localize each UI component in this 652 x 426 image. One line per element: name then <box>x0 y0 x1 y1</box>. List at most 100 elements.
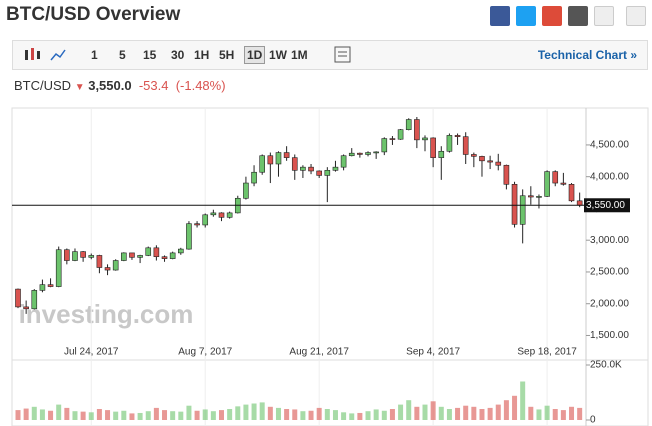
interval-button[interactable]: 1M <box>291 48 308 62</box>
candle-body <box>389 138 396 140</box>
candle-body <box>340 155 347 168</box>
google-plus-button[interactable] <box>542 6 562 26</box>
price: 3,550.0 <box>88 78 132 93</box>
volume-bar <box>227 409 233 420</box>
candle-body <box>405 119 412 130</box>
candle-body <box>373 151 379 154</box>
candle-body <box>308 166 314 172</box>
volume-bar <box>56 404 62 420</box>
volume-bar <box>512 395 518 420</box>
quote: BTC/USD ▼ 3,550.0 -53.4 (-1.48%) <box>14 78 226 93</box>
candle-body <box>39 284 46 291</box>
y-tick-label: 4,000.00 <box>590 171 629 182</box>
volume-bar <box>381 410 387 420</box>
candle-body <box>186 223 192 250</box>
volume-bar <box>48 410 54 420</box>
title: BTC/USD Overview <box>6 4 181 25</box>
candle-body <box>226 212 233 218</box>
candle-body <box>178 248 184 254</box>
candle-body <box>161 256 168 259</box>
volume-bar <box>275 407 281 420</box>
volume-bar <box>96 409 102 420</box>
y-tick-label: 1,500.00 <box>590 330 629 341</box>
mail-button[interactable] <box>594 6 614 26</box>
volume-bar <box>284 409 290 420</box>
volume-bar <box>487 407 493 420</box>
interval-button[interactable]: 30 <box>171 48 185 62</box>
volume-bar <box>365 411 371 420</box>
candle-body <box>129 252 135 258</box>
candle-body <box>218 212 225 218</box>
y-tick-label: 2,500.00 <box>590 267 629 278</box>
volume-bar <box>162 410 168 420</box>
candle-body <box>31 290 38 310</box>
candle-body <box>471 154 477 157</box>
change: -53.4 <box>138 78 169 93</box>
twitter-button[interactable] <box>516 6 536 26</box>
candle-body <box>283 152 290 158</box>
volume-bar <box>251 403 257 420</box>
interval-button[interactable]: 1D <box>244 46 266 64</box>
volume-bar <box>72 411 78 420</box>
volume-bar <box>569 406 575 420</box>
volume-bar <box>153 407 159 420</box>
candle-body <box>210 212 217 216</box>
candle-body <box>316 170 322 176</box>
chart-type-icons[interactable] <box>23 46 67 64</box>
candle-body <box>438 150 445 158</box>
technical-chart-link[interactable]: Technical Chart » <box>537 48 637 62</box>
y-tick-label: 2,000.00 <box>590 298 629 309</box>
volume-bar <box>64 407 70 420</box>
candle-body <box>568 184 575 202</box>
interval-button[interactable]: 15 <box>143 48 157 62</box>
volume-bar <box>520 381 526 420</box>
candle-body <box>552 171 559 184</box>
stocktwits-button[interactable] <box>568 6 588 26</box>
volume-bar <box>202 409 208 420</box>
candle-body <box>560 182 567 185</box>
volume-bar <box>430 401 436 420</box>
volume-bar <box>414 406 420 420</box>
toolbar: Technical Chart » 1 5 15 30 1H 5H 1D 1W 1M <box>12 40 648 70</box>
volume-bar <box>422 404 428 420</box>
candle-body <box>121 252 127 261</box>
interval-button[interactable]: 1W <box>269 48 287 62</box>
volume-bar <box>560 410 566 420</box>
candle-body <box>64 249 70 261</box>
candle-body <box>414 119 420 141</box>
candle-body <box>267 155 274 165</box>
candle-body <box>324 170 331 176</box>
interval-button[interactable]: 5 <box>119 48 126 62</box>
volume-bar <box>88 412 94 420</box>
change-percent: (-1.48%) <box>175 78 226 93</box>
interval-button[interactable]: 1 <box>91 48 98 62</box>
volume-bar <box>308 410 314 420</box>
candle-body <box>454 135 461 137</box>
candle-body <box>72 251 78 261</box>
volume-bar <box>349 413 355 420</box>
interval-button[interactable]: 5H <box>219 48 235 62</box>
facebook-button[interactable] <box>490 6 510 26</box>
volume-bar <box>259 402 265 420</box>
candle-body <box>576 200 583 206</box>
print-button[interactable] <box>626 6 646 26</box>
volume-bar <box>479 409 485 420</box>
volume-bar <box>267 406 273 420</box>
volume-bar <box>15 410 21 420</box>
volume-bar <box>235 406 241 420</box>
volume-bar <box>463 405 469 420</box>
volume-bar <box>536 409 542 420</box>
settings-icon[interactable] <box>333 45 353 65</box>
volume-bar <box>389 409 395 420</box>
candle-body <box>80 251 86 258</box>
candle-body <box>430 137 436 158</box>
candle-body <box>23 306 29 310</box>
x-tick-label: Jul 24, 2017 <box>64 347 119 358</box>
y-tick-label: 3,500.00 <box>590 203 629 214</box>
candle-body <box>300 166 306 171</box>
volume-bar <box>552 409 558 420</box>
candle-body <box>234 197 241 214</box>
volume-bar <box>39 409 45 420</box>
interval-button[interactable]: 1H <box>194 48 210 62</box>
